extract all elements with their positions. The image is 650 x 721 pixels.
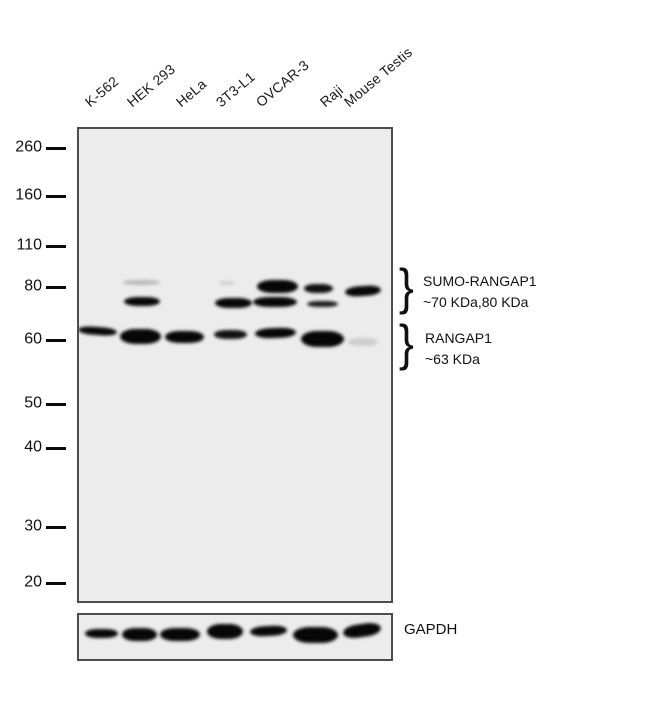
band-63kda-ovcar-3 — [254, 327, 296, 339]
mw-label-50: 50 — [24, 394, 42, 412]
band-gapdh-3t3-l1 — [207, 623, 243, 639]
mw-label-110: 110 — [16, 236, 42, 254]
mw-label-30: 30 — [24, 517, 42, 535]
main-blot-panel — [77, 127, 393, 603]
brace-rangap1: } — [398, 315, 414, 371]
band-63kda-hela — [164, 331, 204, 343]
band-70kda-ovcar-3 — [253, 297, 297, 307]
mw-tick-160 — [46, 195, 66, 198]
band-80kda-raji — [303, 283, 333, 293]
mw-tick-20 — [46, 582, 66, 585]
lane-label-k-562: K-562 — [81, 73, 122, 110]
band-gapdh-k-562 — [84, 628, 118, 638]
lane-label-hela: HeLa — [172, 75, 210, 110]
brace-sumo-rangap1: } — [398, 259, 414, 315]
band-70kda-3t3-l1 — [214, 298, 252, 308]
band-80kda-3t3-l1 — [219, 281, 235, 285]
mw-tick-80 — [46, 286, 66, 289]
band-gapdh-ovcar-3 — [249, 625, 287, 637]
protein-name-rangap1: RANGAP1 — [425, 330, 492, 346]
mw-label-60: 60 — [24, 330, 42, 348]
band-63kda-mouse-testis — [348, 338, 378, 346]
mw-tick-60 — [46, 339, 66, 342]
mw-tick-30 — [46, 526, 66, 529]
band-gapdh-hek-293 — [121, 627, 157, 641]
mw-label-260: 260 — [15, 138, 42, 156]
lane-label-hek-293: HEK 293 — [123, 60, 178, 110]
mw-label-40: 40 — [24, 438, 42, 456]
band-80kda-mouse-testis — [344, 284, 382, 298]
band-gapdh-hela — [160, 627, 200, 641]
band-80kda-ovcar-3 — [256, 279, 298, 293]
mw-label-160: 160 — [15, 186, 42, 204]
lane-label-3t3-l1: 3T3-L1 — [212, 68, 258, 110]
annotation-sumo-rangap1: SUMO-RANGAP1 ~70 KDa,80 KDa — [423, 271, 537, 313]
loading-control-label: GAPDH — [404, 621, 458, 638]
band-80kda-hek-293 — [122, 279, 160, 285]
annotation-rangap1: RANGAP1 ~63 KDa — [425, 328, 492, 370]
mw-label-80: 80 — [24, 277, 42, 295]
protein-size-rangap1: ~63 KDa — [425, 351, 480, 367]
lane-label-ovcar-3: OVCAR-3 — [252, 56, 312, 110]
mw-tick-50 — [46, 403, 66, 406]
protein-size-sumo-rangap1: ~70 KDa,80 KDa — [423, 294, 529, 310]
loading-control-panel — [77, 613, 393, 661]
band-63kda-hek-293 — [119, 328, 161, 344]
band-63kda-raji — [300, 331, 344, 347]
band-70kda-raji — [306, 301, 338, 307]
band-63kda-k-562 — [79, 325, 117, 337]
mw-label-20: 20 — [24, 573, 42, 591]
band-gapdh-raji — [292, 627, 338, 643]
mw-tick-40 — [46, 447, 66, 450]
band-63kda-3t3-l1 — [213, 329, 247, 339]
mw-tick-110 — [46, 245, 66, 248]
mw-tick-260 — [46, 147, 66, 150]
protein-name-sumo-rangap1: SUMO-RANGAP1 — [423, 273, 537, 289]
band-70kda-hek-293 — [124, 296, 160, 306]
lane-label-mouse-testis: Mouse Testis — [340, 43, 416, 110]
band-gapdh-mouse-testis — [342, 620, 382, 640]
